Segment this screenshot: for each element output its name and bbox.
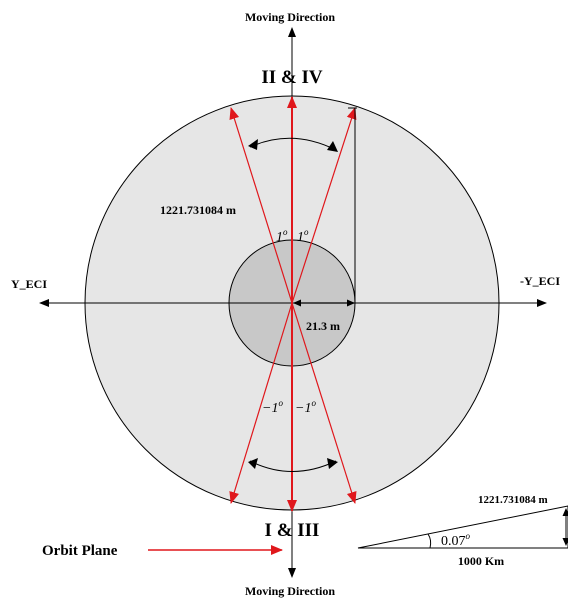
y-eci-left-label: Y_ECI <box>11 277 47 291</box>
top-group-label: II & IV <box>261 67 323 88</box>
bottom-group-label: I & III <box>265 520 320 541</box>
inset-triangle <box>357 505 568 549</box>
top-arc-head-right <box>327 141 338 152</box>
moving-direction-bottom-label: Moving Direction <box>245 584 335 598</box>
angle-neg-left: −1o <box>262 398 283 416</box>
inset-angle-label: 0.07o <box>441 531 471 549</box>
moving-direction-top-label: Moving Direction <box>245 10 335 24</box>
angle-pos-left: 1o <box>276 227 288 245</box>
top-curved-arc <box>249 137 337 151</box>
orbit-plane-label: Orbit Plane <box>42 543 118 559</box>
angle-pos-right: 1o <box>297 227 309 245</box>
radius-label: 21.3 m <box>306 319 340 333</box>
bottom-curved-arc <box>249 460 337 472</box>
red-arrow-lower-left <box>229 302 293 504</box>
red-arrow-lower-right <box>291 302 357 504</box>
red-arrow-upper-right <box>291 107 357 304</box>
red-arrow-upper-left <box>229 107 293 304</box>
inset-angle-arc <box>427 533 432 549</box>
bottom-arc-head-left <box>248 458 258 469</box>
distance-label: 1221.731084 m <box>160 203 236 217</box>
angle-neg-right: −1o <box>295 398 316 416</box>
y-eci-right-label: -Y_ECI <box>520 274 560 288</box>
inset-distance-label: 1221.731084 m <box>478 494 548 506</box>
bottom-arc-head-right <box>327 458 338 469</box>
top-arc-head-left <box>248 139 258 150</box>
inset-base-label: 1000 Km <box>458 554 504 568</box>
